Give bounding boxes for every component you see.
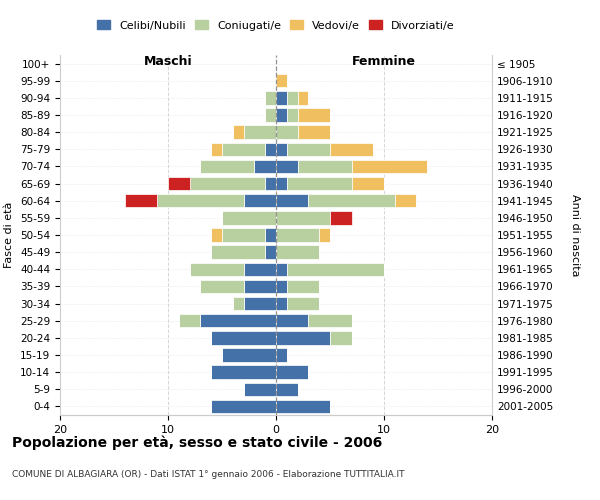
- Bar: [298, 126, 330, 139]
- Bar: [276, 314, 308, 328]
- Bar: [211, 142, 222, 156]
- Bar: [287, 297, 319, 310]
- Bar: [211, 366, 276, 379]
- Bar: [287, 280, 319, 293]
- Bar: [308, 194, 395, 207]
- Bar: [287, 177, 352, 190]
- Bar: [287, 91, 298, 104]
- Bar: [265, 108, 276, 122]
- Bar: [244, 262, 276, 276]
- Bar: [157, 194, 244, 207]
- Bar: [211, 331, 276, 344]
- Legend: Celibi/Nubili, Coniugati/e, Vedovi/e, Divorziati/e: Celibi/Nubili, Coniugati/e, Vedovi/e, Di…: [93, 16, 459, 35]
- Bar: [287, 108, 298, 122]
- Bar: [319, 228, 330, 241]
- Text: Maschi: Maschi: [143, 55, 193, 68]
- Bar: [276, 160, 298, 173]
- Bar: [276, 177, 287, 190]
- Y-axis label: Fasce di età: Fasce di età: [4, 202, 14, 268]
- Bar: [330, 211, 352, 224]
- Bar: [265, 91, 276, 104]
- Bar: [222, 228, 265, 241]
- Bar: [265, 177, 276, 190]
- Bar: [287, 142, 330, 156]
- Bar: [200, 160, 254, 173]
- Bar: [330, 142, 373, 156]
- Bar: [244, 194, 276, 207]
- Bar: [190, 262, 244, 276]
- Bar: [244, 297, 276, 310]
- Bar: [276, 194, 308, 207]
- Bar: [330, 331, 352, 344]
- Bar: [276, 262, 287, 276]
- Bar: [276, 74, 287, 88]
- Text: COMUNE DI ALBAGIARA (OR) - Dati ISTAT 1° gennaio 2006 - Elaborazione TUTTITALIA.: COMUNE DI ALBAGIARA (OR) - Dati ISTAT 1°…: [12, 470, 404, 479]
- Bar: [265, 246, 276, 259]
- Bar: [276, 228, 319, 241]
- Bar: [244, 382, 276, 396]
- Bar: [233, 126, 244, 139]
- Bar: [211, 400, 276, 413]
- Bar: [395, 194, 416, 207]
- Bar: [276, 280, 287, 293]
- Bar: [276, 382, 298, 396]
- Bar: [352, 160, 427, 173]
- Bar: [190, 177, 265, 190]
- Bar: [265, 228, 276, 241]
- Bar: [222, 348, 276, 362]
- Bar: [222, 142, 265, 156]
- Bar: [276, 108, 287, 122]
- Bar: [254, 160, 276, 173]
- Bar: [276, 348, 287, 362]
- Bar: [308, 314, 352, 328]
- Bar: [125, 194, 157, 207]
- Bar: [298, 160, 352, 173]
- Bar: [276, 142, 287, 156]
- Bar: [276, 91, 287, 104]
- Bar: [244, 126, 276, 139]
- Bar: [244, 280, 276, 293]
- Bar: [276, 366, 308, 379]
- Bar: [179, 314, 200, 328]
- Bar: [298, 108, 330, 122]
- Bar: [276, 297, 287, 310]
- Bar: [211, 246, 265, 259]
- Bar: [211, 228, 222, 241]
- Bar: [276, 400, 330, 413]
- Bar: [352, 177, 384, 190]
- Bar: [276, 331, 330, 344]
- Bar: [200, 280, 244, 293]
- Bar: [168, 177, 190, 190]
- Bar: [276, 246, 319, 259]
- Bar: [276, 211, 330, 224]
- Bar: [233, 297, 244, 310]
- Bar: [298, 91, 308, 104]
- Bar: [276, 126, 298, 139]
- Bar: [200, 314, 276, 328]
- Y-axis label: Anni di nascita: Anni di nascita: [570, 194, 580, 276]
- Text: Femmine: Femmine: [352, 55, 416, 68]
- Bar: [222, 211, 276, 224]
- Text: Popolazione per età, sesso e stato civile - 2006: Popolazione per età, sesso e stato civil…: [12, 435, 382, 450]
- Bar: [287, 262, 384, 276]
- Bar: [265, 142, 276, 156]
